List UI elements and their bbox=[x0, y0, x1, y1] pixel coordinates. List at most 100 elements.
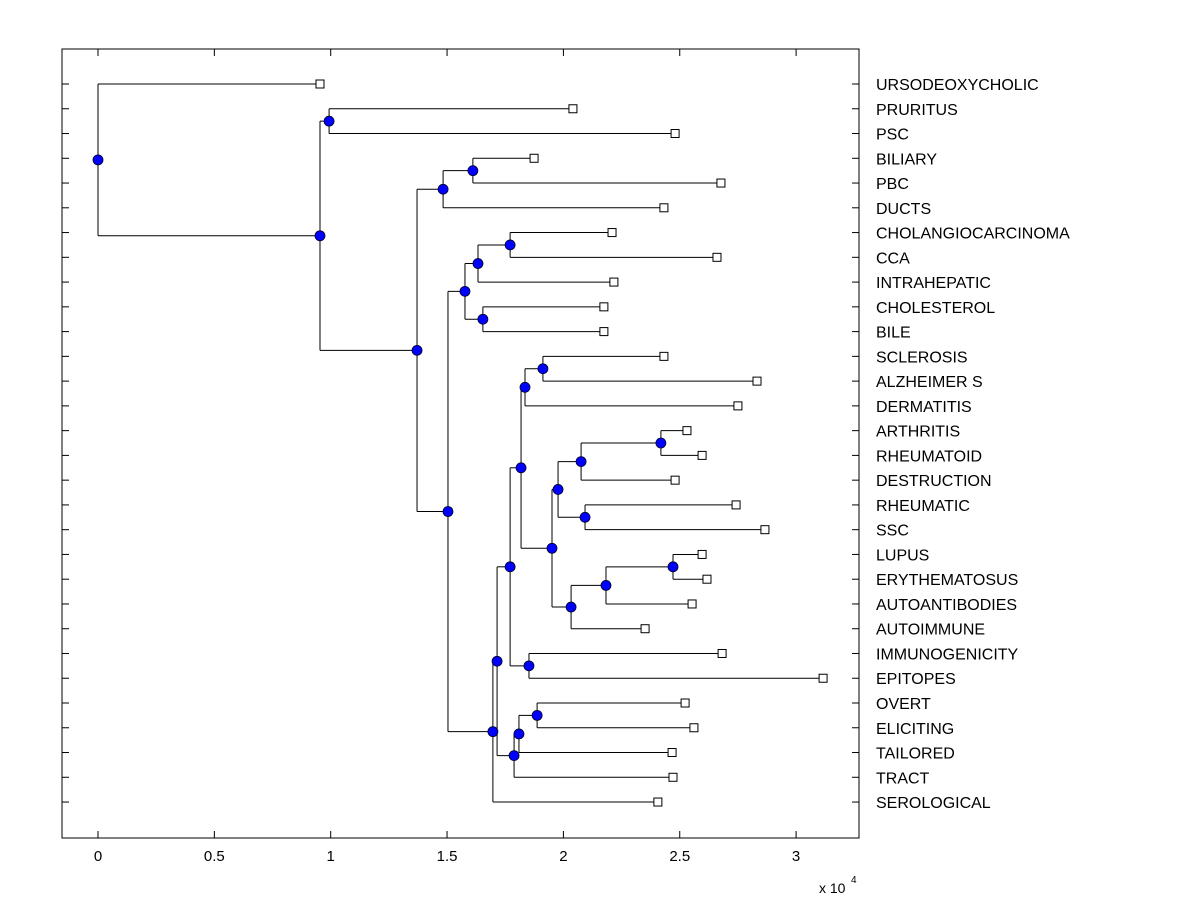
leaf-marker bbox=[607, 228, 617, 238]
internal-node-marker bbox=[504, 239, 516, 251]
internal-node-marker bbox=[323, 115, 335, 127]
internal-node-marker bbox=[515, 462, 527, 474]
leaf-marker bbox=[659, 203, 669, 213]
internal-node-marker bbox=[600, 579, 612, 591]
internal-node-marker bbox=[655, 437, 667, 449]
leaf-label: ELICITING bbox=[876, 721, 954, 738]
leaf-label: PRURITUS bbox=[876, 102, 958, 119]
leaf-marker bbox=[609, 277, 619, 287]
internal-node-marker bbox=[472, 258, 484, 269]
internal-node-marker bbox=[575, 456, 587, 467]
leaf-marker bbox=[659, 351, 669, 361]
leaf-label: INTRAHEPATIC bbox=[876, 275, 991, 292]
leaf-marker bbox=[680, 698, 690, 708]
leaf-label: OVERT bbox=[876, 696, 931, 713]
leaf-label: AUTOANTIBODIES bbox=[876, 597, 1017, 614]
leaf-marker bbox=[599, 302, 609, 312]
leaf-label: SEROLOGICAL bbox=[876, 795, 991, 812]
x-tick-label: 1 bbox=[327, 848, 335, 865]
leaf-marker bbox=[697, 549, 707, 559]
x-tick-label: 0 bbox=[94, 848, 102, 865]
internal-node-marker bbox=[579, 511, 591, 523]
internal-node-marker bbox=[513, 728, 525, 740]
leaf-label: TAILORED bbox=[876, 746, 955, 763]
internal-node-marker bbox=[537, 363, 549, 375]
leaf-label: PBC bbox=[876, 176, 909, 193]
internal-node-marker bbox=[523, 660, 535, 672]
x-tick-label: 2 bbox=[559, 848, 567, 865]
internal-node-marker bbox=[552, 484, 564, 495]
leaf-marker bbox=[640, 624, 650, 634]
internal-node-marker bbox=[459, 285, 471, 297]
x-tick-label: 2.5 bbox=[669, 848, 690, 865]
leaf-marker bbox=[315, 79, 325, 89]
leaf-marker bbox=[682, 426, 692, 436]
leaf-marker bbox=[529, 153, 539, 163]
leaf-label: LUPUS bbox=[876, 547, 929, 564]
leaf-label: CHOLANGIOCARCINOMA bbox=[876, 226, 1070, 243]
leaf-label: ERYTHEMATOSUS bbox=[876, 572, 1018, 589]
internal-node-marker bbox=[477, 313, 489, 325]
leaf-marker bbox=[712, 252, 722, 262]
leaf-marker bbox=[689, 723, 699, 733]
leaf-marker bbox=[702, 574, 712, 584]
leaf-label: TRACT bbox=[876, 770, 930, 787]
leaf-label: EPITOPES bbox=[876, 671, 956, 688]
internal-node-marker bbox=[92, 154, 104, 166]
internal-node-marker bbox=[667, 561, 679, 573]
x-tick-label: 1.5 bbox=[437, 848, 458, 865]
leaf-label: DESTRUCTION bbox=[876, 473, 992, 490]
axis-ticks bbox=[62, 49, 859, 838]
leaf-marker bbox=[599, 327, 609, 337]
leaf-label: AUTOIMMUNE bbox=[876, 622, 985, 639]
internal-node-marker bbox=[487, 726, 499, 738]
leaf-marker bbox=[670, 475, 680, 485]
leaf-label: BILE bbox=[876, 325, 911, 342]
leaf-marker bbox=[733, 401, 743, 411]
internal-node-marker bbox=[504, 561, 516, 573]
internal-node-marker bbox=[546, 542, 558, 554]
internal-node-marker bbox=[531, 709, 543, 721]
leaf-marker bbox=[752, 376, 762, 386]
leaf-marker bbox=[760, 525, 770, 535]
internal-node-marker bbox=[519, 381, 531, 393]
leaf-marker bbox=[687, 599, 697, 609]
internal-node-marker bbox=[491, 655, 503, 667]
leaf-label: PSC bbox=[876, 127, 909, 144]
x-exponent-label: x 10 bbox=[819, 880, 846, 896]
leaf-marker bbox=[697, 450, 707, 460]
leaf-marker bbox=[668, 772, 678, 782]
internal-node-marker bbox=[314, 230, 326, 242]
dendrogram-markers bbox=[92, 79, 828, 807]
leaf-marker bbox=[670, 129, 680, 139]
leaf-label: URSODEOXYCHOLIC bbox=[876, 77, 1039, 94]
leaf-label: CCA bbox=[876, 250, 910, 267]
internal-node-marker bbox=[467, 165, 479, 177]
leaf-label: SCLEROSIS bbox=[876, 349, 968, 366]
leaf-marker bbox=[653, 797, 663, 807]
leaf-label: DUCTS bbox=[876, 201, 931, 218]
leaf-labels: URSODEOXYCHOLIC PRURITUS PSC BILIARY PBC DUCT… bbox=[876, 77, 1070, 812]
x-exponent-power: 4 bbox=[851, 875, 857, 886]
internal-node-marker bbox=[411, 344, 423, 356]
leaf-label: CHOLESTEROL bbox=[876, 300, 995, 317]
leaf-marker bbox=[716, 178, 726, 188]
leaf-label: BILIARY bbox=[876, 151, 937, 168]
leaf-label: IMMUNOGENICITY bbox=[876, 646, 1019, 663]
plot-area-border bbox=[61, 48, 860, 839]
leaf-label: RHEUMATIC bbox=[876, 498, 970, 515]
internal-node-marker bbox=[442, 506, 454, 517]
leaf-marker bbox=[717, 648, 727, 658]
leaf-label: RHEUMATOID bbox=[876, 448, 982, 465]
internal-node-marker bbox=[565, 601, 577, 613]
leaf-label: ARTHRITIS bbox=[876, 424, 960, 441]
leaf-marker bbox=[667, 748, 677, 758]
leaf-label: ALZHEIMER S bbox=[876, 374, 983, 391]
internal-node-marker bbox=[508, 750, 520, 762]
internal-node-marker bbox=[437, 183, 449, 195]
leaf-label: SSC bbox=[876, 523, 909, 540]
leaf-marker bbox=[818, 673, 828, 683]
x-tick-labels: 0 0.5 1 1.5 2 2.5 3 bbox=[94, 848, 800, 865]
leaf-marker bbox=[568, 104, 578, 114]
